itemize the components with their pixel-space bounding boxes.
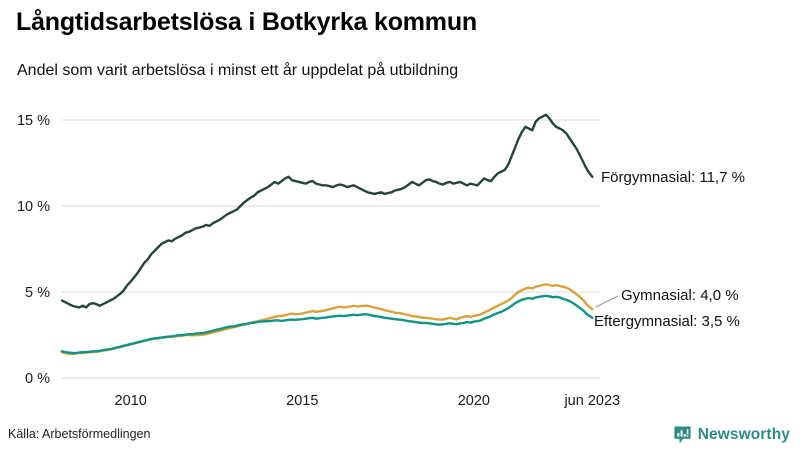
y-axis-tick-label: 10 % (17, 199, 50, 215)
x-axis-tick-label: 2015 (286, 393, 318, 409)
y-axis-tick-label: 15 % (17, 113, 50, 129)
source-note: Källa: Arbetsförmedlingen (8, 427, 151, 441)
newsworthy-logo[interactable]: Newsworthy (673, 424, 790, 446)
x-axis-tick-label: 2010 (115, 393, 147, 409)
chart-subtitle: Andel som varit arbetslösa i minst ett å… (17, 62, 459, 79)
gridlines-group (62, 119, 600, 379)
series-annotation-labels-group: Förgymnasial: 11,7 % Gymnasial: 4,0 % Efte… (594, 169, 745, 330)
series-label-gymnasial: Gymnasial: 4,0 % (621, 287, 739, 304)
series-label-eftergymnasial: Eftergymnasial: 3,5 % (594, 313, 740, 330)
x-axis-tick-label: jun 2023 (563, 393, 620, 409)
series-line-gymnasial (60, 283, 594, 356)
series-label-förgymnasial: Förgymnasial: 11,7 % (601, 169, 745, 186)
x-axis-labels-group: 2010 2015 2020 jun 2023 (115, 393, 621, 409)
series-line-eftergymnasial (60, 294, 594, 355)
y-axis-tick-label: 5 % (25, 285, 50, 301)
y-axis-labels-group: 0 % 5 % 10 % 15 % (17, 113, 50, 387)
newsworthy-logo-text: Newsworthy (697, 426, 790, 444)
y-axis-tick-label: 0 % (25, 371, 50, 387)
page-title: Långtidsarbetslösa i Botkyrka kommun (16, 8, 477, 36)
leader-line-gymnasial (595, 295, 619, 308)
leader-lines-group (595, 295, 619, 308)
series-lines-group (60, 113, 594, 356)
x-axis-tick-label: 2020 (458, 393, 490, 409)
bar-chart-speech-bubble-icon (674, 426, 691, 444)
series-line-förgymnasial (60, 113, 594, 309)
